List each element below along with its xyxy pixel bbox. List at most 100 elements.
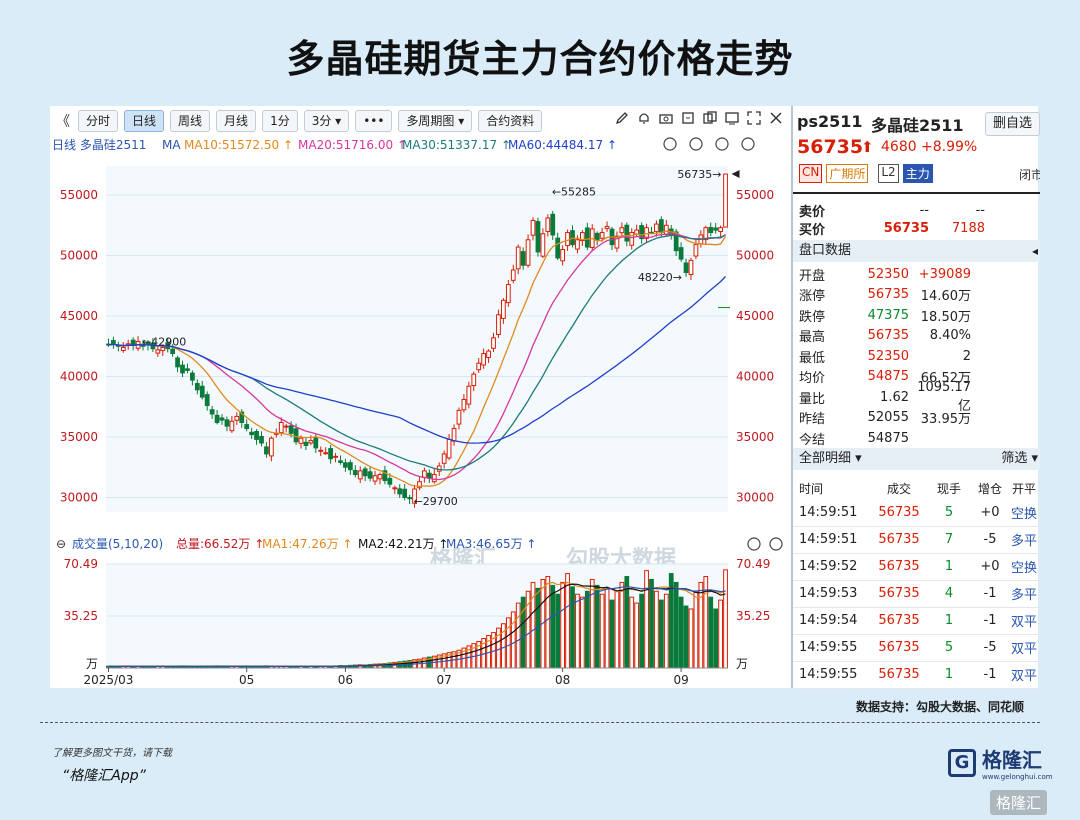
- candle-body: [239, 411, 245, 423]
- book-value: 52350: [867, 348, 909, 364]
- export-icon[interactable]: [680, 110, 696, 126]
- zoom-out-icon[interactable]: [715, 137, 729, 151]
- volume-bar: [599, 593, 605, 669]
- candle-body: [382, 470, 388, 482]
- volume-bar: [634, 602, 640, 669]
- price-annotation: 48220→: [638, 271, 682, 284]
- volume-settings-icon[interactable]: [769, 537, 783, 551]
- candle-body: [214, 414, 220, 423]
- candle-body: [594, 232, 600, 241]
- order-book-row: 跌停 47375 18.50万: [799, 305, 1039, 325]
- candle-body: [678, 247, 684, 260]
- volume-tick-right: 70.49: [736, 557, 770, 571]
- book-value: 52055: [867, 410, 909, 425]
- candle-body: [431, 473, 437, 483]
- tab-fenshi[interactable]: 分时: [78, 110, 119, 132]
- tab-1min[interactable]: 1分: [262, 110, 298, 132]
- volume-bar: [708, 596, 714, 669]
- settings-icon[interactable]: [741, 137, 755, 151]
- close-icon[interactable]: [768, 110, 784, 126]
- book-value: 2: [962, 348, 971, 364]
- candle-body: [530, 219, 536, 236]
- tick-row: 14:59:52 56735 1 +0 空换: [793, 556, 1040, 581]
- candle-body: [111, 339, 116, 345]
- volume-legend-item: 总量:66.52万 ↑: [176, 537, 264, 551]
- collapse-left-icon[interactable]: 《: [56, 114, 70, 130]
- up-arrow-icon: ⬆: [861, 138, 874, 156]
- volume-close-icon[interactable]: [747, 537, 761, 551]
- tick-cell: 14:59:51: [799, 531, 858, 547]
- candle-body: [535, 221, 541, 253]
- copy-icon[interactable]: [702, 110, 718, 126]
- volume-legend-item: MA2:42.21万 ↑: [358, 537, 448, 551]
- order-book-row: 量比 1.62 1095.17亿: [799, 380, 1039, 414]
- volume-bar: [658, 599, 664, 669]
- more-button[interactable]: •••: [355, 110, 393, 132]
- candle-body: [303, 441, 309, 446]
- undo-icon[interactable]: [663, 137, 677, 151]
- camera-icon[interactable]: [658, 110, 674, 126]
- volume-tick-right: 35.25: [736, 609, 770, 623]
- tab-daily[interactable]: 日线: [124, 110, 165, 132]
- order-book-row: 涨停 56735 14.60万: [799, 285, 1039, 305]
- contract-info-button[interactable]: 合约资料: [478, 110, 543, 132]
- chart-icon[interactable]: [724, 110, 740, 126]
- tick-detail-header[interactable]: 全部明细 ▾ 筛选 ▾: [793, 448, 1040, 470]
- candle-body: [209, 409, 215, 415]
- tick-cell: 1: [944, 558, 954, 574]
- candle-body: [584, 227, 590, 248]
- multi-period-dropdown[interactable]: 多周期图 ▾: [398, 110, 473, 132]
- ma-legend-item: 日线 多晶硅2511: [52, 138, 146, 152]
- candle-body: [599, 232, 605, 239]
- x-tick-label: 06: [338, 673, 353, 687]
- order-book-header[interactable]: 盘口数据 ◂: [793, 240, 1040, 262]
- candle-body: [333, 455, 338, 458]
- book-value: 1.62: [880, 389, 909, 405]
- candle-body: [130, 339, 136, 346]
- volume-bar: [515, 602, 521, 669]
- price-annotation: ←55285: [552, 186, 596, 199]
- book-label: 最高: [799, 330, 826, 345]
- logo-text: 格隆汇: [982, 748, 1042, 772]
- trading-panel: 《 分时 日线 周线 月线 1分 3分 ▾ ••• 多周期图 ▾ 合约资料 55…: [50, 106, 1041, 689]
- book-value: 18.50万: [920, 309, 971, 325]
- candle-body: [579, 232, 585, 242]
- tick-row: 14:59:55 56735 5 -5 双平: [793, 637, 1040, 662]
- delete-watchlist-button[interactable]: 删自选: [985, 112, 1041, 136]
- candle-body: [308, 440, 314, 444]
- bell-icon[interactable]: [636, 110, 652, 126]
- tick-header: 开平: [1011, 481, 1036, 496]
- tag-l2: L2: [878, 164, 899, 183]
- volume-bar: [639, 593, 644, 669]
- candle-body: [639, 225, 644, 240]
- tick-cell: 多平: [1010, 533, 1037, 549]
- kline-chart[interactable]: 55000 55000 50000 50000 45000 45000 40000 40000…: [50, 136, 788, 688]
- candle-body: [481, 353, 487, 366]
- volume-bar: [723, 569, 728, 669]
- tick-cell: +0: [980, 558, 1000, 574]
- candle-body: [199, 385, 205, 398]
- ma-legend-item: MA20:51716.00 ↑: [298, 138, 407, 152]
- tab-weekly[interactable]: 周线: [170, 110, 211, 132]
- tick-cell: 双平: [1010, 614, 1037, 630]
- chart-pane: 《 分时 日线 周线 月线 1分 3分 ▾ ••• 多周期图 ▾ 合约资料 55…: [50, 106, 788, 688]
- tab-monthly[interactable]: 月线: [216, 110, 257, 132]
- candle-body: [654, 223, 659, 233]
- zoom-in-icon[interactable]: [689, 137, 703, 151]
- tab-3min-dropdown[interactable]: 3分 ▾: [303, 110, 350, 132]
- candle-body: [367, 471, 373, 479]
- ma-legend-item: MA: [162, 138, 181, 152]
- pencil-icon[interactable]: [614, 110, 630, 126]
- volume-tick-left: 70.49: [64, 557, 98, 571]
- candle-body: [461, 398, 467, 411]
- candle-body: [491, 337, 496, 349]
- tick-cell: 14:59:51: [799, 504, 858, 520]
- candle-body: [219, 417, 225, 421]
- order-book-row: 最低 52350 2: [799, 346, 1039, 366]
- candle-body: [713, 227, 719, 231]
- collapse-icon[interactable]: ◂: [1031, 244, 1038, 258]
- candle-body: [683, 262, 689, 273]
- fullscreen-icon[interactable]: [746, 110, 762, 126]
- chart-toolbar: 《 分时 日线 周线 月线 1分 3分 ▾ ••• 多周期图 ▾ 合约资料: [50, 106, 788, 136]
- filter-dropdown[interactable]: 筛选 ▾: [1001, 451, 1038, 466]
